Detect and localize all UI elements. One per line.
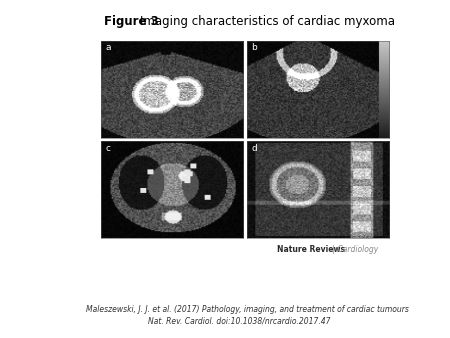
Text: Figure 3: Figure 3	[104, 15, 162, 28]
Text: | Cardiology: | Cardiology	[330, 245, 378, 254]
Text: Imaging characteristics of cardiac myxoma: Imaging characteristics of cardiac myxom…	[140, 15, 396, 28]
Text: Maleszewski, J. J. et al. (2017) Pathology, imaging, and treatment of cardiac tu: Maleszewski, J. J. et al. (2017) Patholo…	[86, 305, 409, 314]
Text: b: b	[251, 44, 257, 52]
Text: d: d	[251, 144, 257, 153]
Text: c: c	[105, 144, 111, 153]
Text: Nature Reviews: Nature Reviews	[277, 245, 345, 254]
Text: a: a	[105, 44, 111, 52]
Text: Nat. Rev. Cardiol. doi:10.1038/nrcardio.2017.47: Nat. Rev. Cardiol. doi:10.1038/nrcardio.…	[148, 316, 331, 325]
